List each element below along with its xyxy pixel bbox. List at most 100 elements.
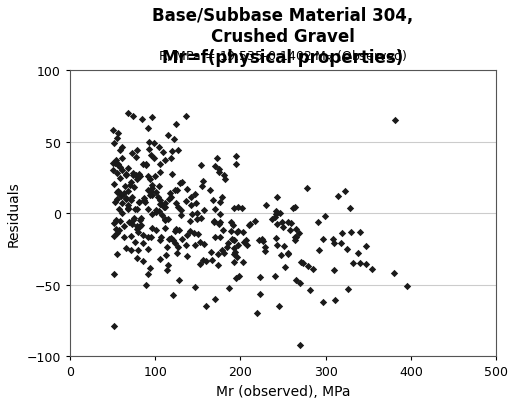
Point xyxy=(163,266,171,273)
Point xyxy=(157,234,165,241)
Point xyxy=(261,244,269,250)
Point xyxy=(113,130,122,137)
Point xyxy=(144,234,152,241)
Point xyxy=(218,247,227,253)
Point xyxy=(196,239,204,245)
Point xyxy=(215,170,224,176)
Point xyxy=(182,242,190,249)
Point xyxy=(128,194,136,200)
Point xyxy=(193,216,201,223)
Point xyxy=(112,230,121,237)
Point xyxy=(319,299,328,305)
Point xyxy=(207,249,215,256)
Point xyxy=(156,256,164,263)
Point xyxy=(146,265,154,272)
Point xyxy=(291,277,300,284)
Point xyxy=(110,141,118,147)
Point xyxy=(152,227,160,233)
Point xyxy=(329,236,337,243)
Point xyxy=(125,219,133,226)
Point xyxy=(355,260,364,267)
Point xyxy=(186,218,195,224)
Point xyxy=(152,209,161,216)
Point xyxy=(148,185,157,192)
Point xyxy=(219,227,227,234)
Point xyxy=(281,264,289,271)
Point xyxy=(183,232,191,239)
Point xyxy=(122,171,130,178)
Point xyxy=(214,262,222,269)
Point xyxy=(156,161,164,168)
Point xyxy=(157,201,165,208)
Point xyxy=(167,194,175,200)
Point xyxy=(284,251,293,257)
Point xyxy=(347,229,355,235)
Point xyxy=(234,205,243,211)
Point xyxy=(151,207,160,213)
Point xyxy=(136,173,144,179)
Point xyxy=(284,251,292,257)
Point xyxy=(160,205,168,211)
Point xyxy=(197,183,205,190)
Point xyxy=(187,194,195,200)
Point xyxy=(145,140,153,146)
Point xyxy=(174,244,182,250)
Point xyxy=(238,259,247,265)
Point xyxy=(109,160,117,166)
Point xyxy=(144,207,152,213)
Point xyxy=(230,205,238,212)
Point xyxy=(354,250,363,256)
Point xyxy=(117,156,126,162)
Point xyxy=(112,157,120,164)
Point xyxy=(202,303,211,310)
Point xyxy=(337,230,346,237)
Point xyxy=(215,221,223,227)
Point xyxy=(240,239,248,245)
Point xyxy=(127,247,135,253)
Point xyxy=(296,230,304,236)
Title: Base/Subbase Material 304,
Crushed Gravel
Mr=f(physical properties): Base/Subbase Material 304, Crushed Grave… xyxy=(152,7,414,66)
Point xyxy=(152,189,160,196)
Point xyxy=(337,240,346,247)
Point xyxy=(229,223,237,229)
Point xyxy=(273,221,281,228)
Point xyxy=(196,261,204,267)
Point xyxy=(155,145,163,151)
Point xyxy=(133,226,141,233)
Point xyxy=(220,250,228,256)
Point xyxy=(278,220,286,226)
Point xyxy=(178,236,186,243)
Point xyxy=(232,275,240,281)
Point xyxy=(156,237,164,243)
Point xyxy=(135,171,143,178)
Point xyxy=(211,234,219,241)
Point xyxy=(334,193,342,200)
Point xyxy=(164,262,173,269)
Point xyxy=(215,234,224,241)
Y-axis label: Residuals: Residuals xyxy=(7,181,21,246)
Point xyxy=(341,189,349,195)
Point xyxy=(233,228,242,234)
Point xyxy=(194,231,202,238)
Point xyxy=(234,243,243,249)
Point xyxy=(119,223,128,229)
Point xyxy=(118,168,127,174)
Point xyxy=(309,266,317,272)
Point xyxy=(211,207,219,213)
Point xyxy=(112,226,120,232)
Point xyxy=(148,182,156,189)
Point xyxy=(331,297,339,304)
Point xyxy=(171,188,179,194)
Point xyxy=(176,227,184,234)
Point xyxy=(146,192,154,199)
Point xyxy=(128,171,136,177)
Point xyxy=(209,197,217,203)
Point xyxy=(272,242,281,249)
Point xyxy=(199,257,207,264)
Point xyxy=(135,223,144,229)
Point xyxy=(166,235,175,241)
Point xyxy=(144,271,152,278)
Point xyxy=(138,117,146,124)
Point xyxy=(142,162,150,168)
Point xyxy=(116,218,125,224)
